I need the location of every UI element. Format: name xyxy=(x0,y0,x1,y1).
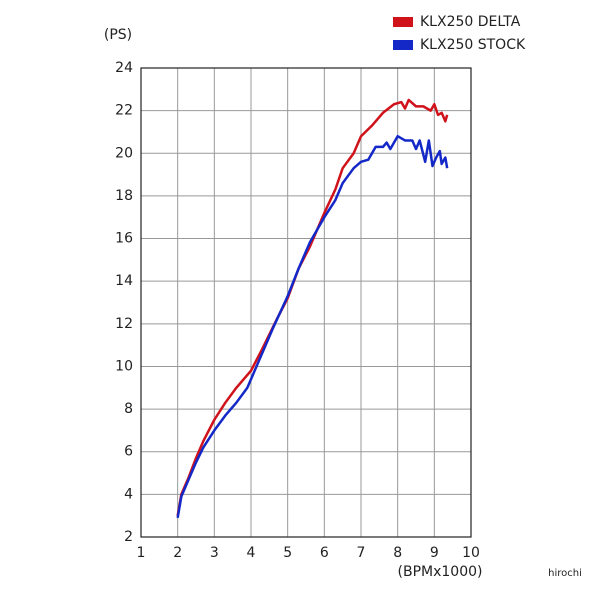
y-tick-label: 10 xyxy=(115,358,133,374)
y-tick-label: 16 xyxy=(115,231,133,247)
legend-swatch xyxy=(393,17,413,27)
x-tick-label: 5 xyxy=(283,545,292,561)
y-tick-label: 12 xyxy=(115,316,133,332)
legend-label: KLX250 STOCK xyxy=(420,37,526,53)
x-tick-label: 4 xyxy=(247,545,256,561)
y-tick-label: 8 xyxy=(124,401,133,417)
y-tick-label: 2 xyxy=(124,529,133,545)
y-tick-label: 22 xyxy=(115,103,133,119)
x-tick-label: 1 xyxy=(137,545,146,561)
y-tick-label: 20 xyxy=(115,145,133,161)
x-tick-label: 2 xyxy=(173,545,182,561)
x-tick-label: 6 xyxy=(320,545,329,561)
y-tick-label: 4 xyxy=(124,486,133,502)
x-tick-label: 9 xyxy=(430,545,439,561)
legend-label: KLX250 DELTA xyxy=(420,14,521,30)
series-line xyxy=(176,98,449,516)
x-tick-label: 7 xyxy=(357,545,366,561)
watermark: hirochi xyxy=(548,568,582,579)
y-tick-label: 6 xyxy=(124,444,133,460)
series-line xyxy=(176,134,449,519)
y-tick-label: 18 xyxy=(115,188,133,204)
y-tick-label: 14 xyxy=(115,273,133,289)
x-axis-label: (BPMx1000) xyxy=(398,564,483,580)
x-tick-label: 8 xyxy=(393,545,402,561)
legend-swatch xyxy=(393,40,413,50)
plot-frame xyxy=(140,67,472,538)
x-tick-label: 10 xyxy=(462,545,480,561)
y-axis-label: (PS) xyxy=(104,27,132,43)
x-tick-label: 3 xyxy=(210,545,219,561)
y-tick-label: 24 xyxy=(115,60,133,76)
